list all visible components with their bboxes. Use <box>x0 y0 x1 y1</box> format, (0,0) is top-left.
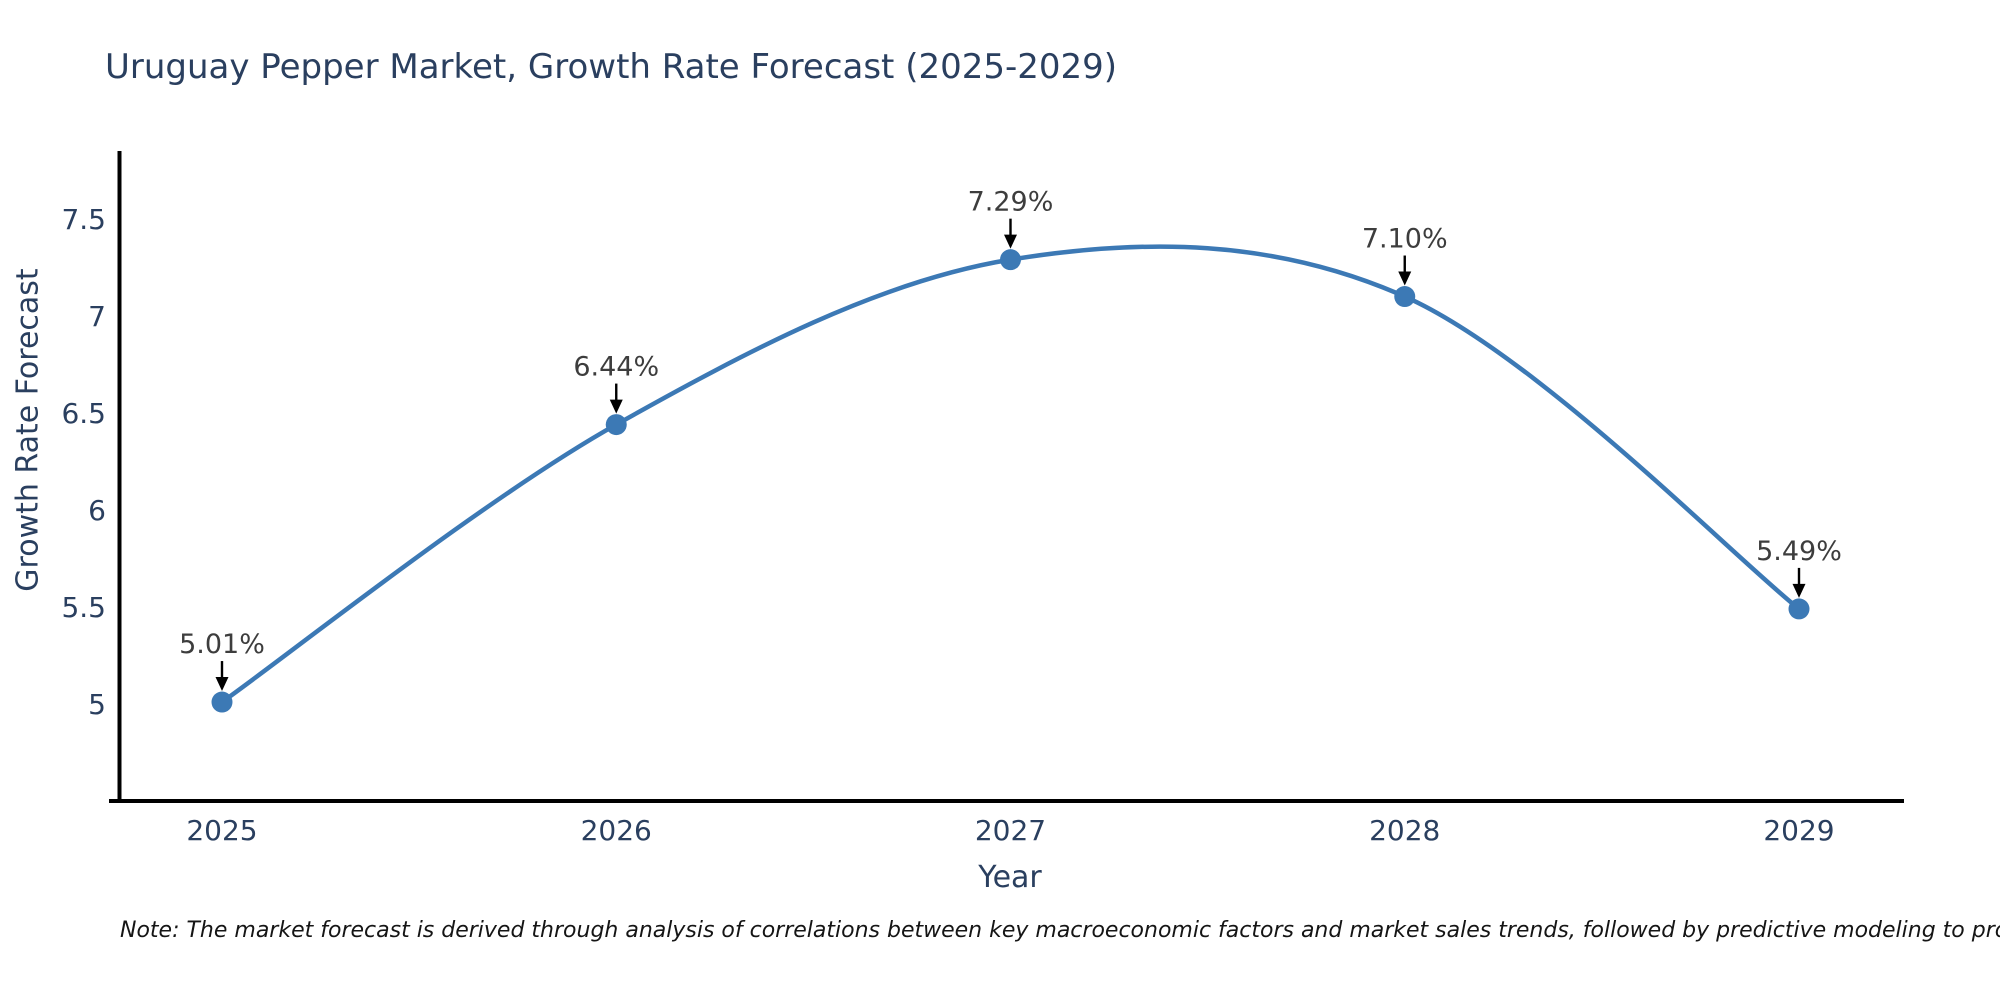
chart-title: Uruguay Pepper Market, Growth Rate Forec… <box>105 47 1118 87</box>
x-axis-title: Year <box>978 860 1042 895</box>
y-tick-label: 5 <box>88 688 106 721</box>
annotation-arrowhead <box>609 399 623 414</box>
point-annotation-label: 7.29% <box>968 187 1054 218</box>
point-annotation-label: 5.01% <box>179 629 265 660</box>
y-tick-label: 7.5 <box>61 203 106 236</box>
y-tick-label: 5.5 <box>61 591 106 624</box>
data-point-marker <box>1000 249 1021 271</box>
annotation-arrowhead <box>1792 583 1806 598</box>
point-annotation-label: 7.10% <box>1362 224 1448 255</box>
point-annotation-label: 5.49% <box>1756 536 1842 567</box>
annotation-arrowhead <box>1398 271 1412 286</box>
y-tick-label: 6 <box>88 494 106 527</box>
x-tick-label: 2029 <box>1763 814 1834 847</box>
annotation-arrowhead <box>1004 234 1017 249</box>
y-tick-label: 6.5 <box>61 397 106 430</box>
data-point-marker <box>1788 598 1810 620</box>
x-tick-label: 2028 <box>1369 814 1440 847</box>
x-tick-label: 2025 <box>186 814 257 847</box>
point-annotation-label: 6.44% <box>573 352 659 383</box>
x-tick-label: 2027 <box>975 814 1046 847</box>
data-point-marker <box>211 691 233 713</box>
y-tick-label: 7 <box>88 300 106 333</box>
data-point-marker <box>605 414 627 436</box>
trace-line <box>219 244 1802 705</box>
annotation-arrowhead <box>215 677 229 692</box>
x-tick-label: 2026 <box>581 814 652 847</box>
data-point-marker <box>1394 286 1416 308</box>
note-text: Note: The market forecast is derived thr… <box>120 918 2000 943</box>
